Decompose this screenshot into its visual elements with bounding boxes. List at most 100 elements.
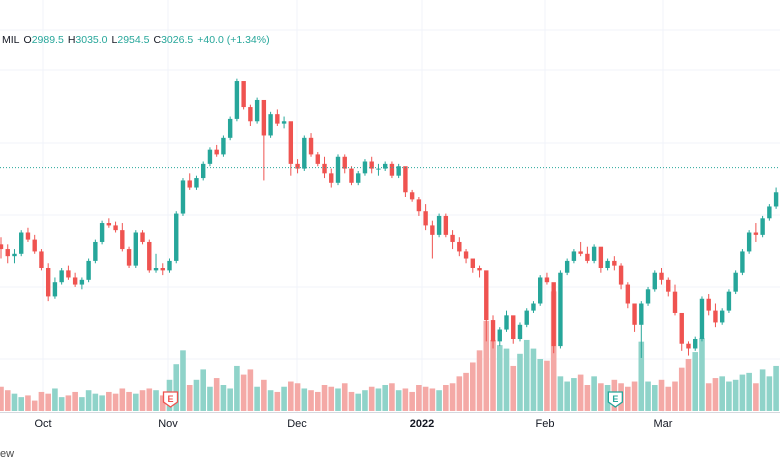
candle-body-10 xyxy=(66,270,71,278)
volume-bar-9 xyxy=(58,397,65,411)
volume-bar-100 xyxy=(672,381,678,411)
volume-bar-86 xyxy=(577,374,584,411)
x-axis-label-4: Feb xyxy=(536,418,555,430)
candle-body-5 xyxy=(32,239,37,252)
earnings-marker-label-0: E xyxy=(167,394,173,404)
volume-bar-76 xyxy=(510,365,517,411)
candle-body-108 xyxy=(726,291,732,311)
candle-body-114 xyxy=(767,206,772,219)
candle-body-58 xyxy=(389,163,395,176)
volume-bar-103 xyxy=(692,352,699,411)
volume-bar-2 xyxy=(11,393,18,411)
candle-body-60 xyxy=(403,166,408,193)
volume-bar-44 xyxy=(294,383,301,411)
candle-body-92 xyxy=(618,265,624,285)
volume-bar-37 xyxy=(247,369,254,411)
symbol-exchange: MIL xyxy=(2,34,20,46)
volume-bar-41 xyxy=(274,391,281,411)
candle-body-26 xyxy=(174,213,179,261)
candle-body-50 xyxy=(335,156,341,183)
volume-bar-110 xyxy=(739,374,746,411)
candle-body-8 xyxy=(52,282,58,297)
volume-bar-62 xyxy=(416,385,422,411)
candle-body-18 xyxy=(120,230,125,250)
candle-body-75 xyxy=(504,315,509,330)
candle-body-61 xyxy=(409,192,415,200)
candle-body-103 xyxy=(693,339,698,349)
volume-bar-54 xyxy=(362,390,368,411)
volume-bar-60 xyxy=(402,388,409,411)
time-axis[interactable]: Oct Nov Dec 2022 Feb Mar xyxy=(34,418,672,430)
volume-bar-42 xyxy=(281,386,287,411)
candle-body-102 xyxy=(686,343,691,349)
volume-bar-101 xyxy=(678,367,685,411)
candle-body-33 xyxy=(221,137,226,155)
candle-body-47 xyxy=(315,154,320,164)
candle-body-77 xyxy=(517,324,523,339)
volume-bar-39 xyxy=(261,379,267,411)
candle-body-113 xyxy=(760,218,765,235)
volume-bar-88 xyxy=(591,376,597,411)
x-axis-label-2: Dec xyxy=(287,418,307,430)
volume-bar-8 xyxy=(52,388,58,411)
candle-body-67 xyxy=(450,234,455,242)
candle-body-49 xyxy=(329,173,334,183)
volume-bar-12 xyxy=(79,397,85,411)
candle-body-80 xyxy=(538,277,543,304)
candle-body-9 xyxy=(59,270,64,283)
candle-body-78 xyxy=(524,310,529,325)
volume-bar-66 xyxy=(443,385,449,411)
earnings-marker-0[interactable]: E xyxy=(162,391,179,408)
candle-body-85 xyxy=(571,251,577,261)
volume-bar-31 xyxy=(207,386,213,411)
candle-body-20 xyxy=(133,232,138,266)
volume-bar-6 xyxy=(38,391,45,411)
volume-bar-109 xyxy=(732,379,739,411)
volume-bar-105 xyxy=(705,383,712,411)
volume-bar-78 xyxy=(523,339,530,411)
volume-bar-38 xyxy=(254,386,260,411)
candle-body-107 xyxy=(719,310,725,323)
candle-body-34 xyxy=(227,118,233,138)
candle-body-0 xyxy=(0,244,4,250)
candle-body-101 xyxy=(679,312,684,344)
volume-bar-13 xyxy=(85,390,92,411)
candle-body-105 xyxy=(706,298,711,311)
candle-body-70 xyxy=(470,258,475,268)
volume-bar-1 xyxy=(4,390,11,411)
volume-bar-30 xyxy=(200,369,206,411)
candle-body-63 xyxy=(423,211,428,226)
candle-body-53 xyxy=(356,173,361,183)
volume-bar-23 xyxy=(153,390,159,411)
candle-body-65 xyxy=(436,215,442,235)
candle-body-84 xyxy=(564,260,570,273)
candle-body-111 xyxy=(746,232,752,252)
candle-body-66 xyxy=(443,215,449,235)
volume-bar-11 xyxy=(72,391,78,411)
candle-body-71 xyxy=(477,268,482,271)
volume-bar-115 xyxy=(773,365,779,411)
change-value: +40.0 (+1.34%) xyxy=(197,34,270,46)
volume-bar-55 xyxy=(368,386,375,411)
candle-body-19 xyxy=(126,249,132,266)
candle-body-87 xyxy=(585,253,590,261)
volume-bar-94 xyxy=(631,381,638,411)
candle-body-43 xyxy=(288,121,294,164)
volume-bar-21 xyxy=(139,390,146,411)
volume-bar-83 xyxy=(557,376,564,411)
volume-bar-45 xyxy=(301,388,308,411)
earnings-marker-label-1: E xyxy=(612,394,618,404)
volume-bar-107 xyxy=(719,376,725,411)
volume-bar-59 xyxy=(395,390,402,411)
volume-bar-99 xyxy=(665,386,672,411)
candle-body-3 xyxy=(19,232,24,254)
candle-body-7 xyxy=(45,268,51,297)
candle-body-6 xyxy=(39,251,44,268)
candle-body-12 xyxy=(79,279,85,285)
candle-body-2 xyxy=(12,253,17,257)
candle-body-35 xyxy=(234,81,240,119)
volume-bar-64 xyxy=(429,388,436,411)
earnings-marker-1[interactable]: E xyxy=(607,391,623,408)
